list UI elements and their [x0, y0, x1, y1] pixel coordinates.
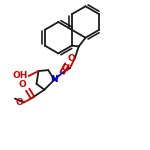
Text: O: O: [61, 64, 69, 73]
Text: O: O: [68, 54, 76, 63]
Text: O: O: [15, 98, 23, 107]
Text: OH: OH: [12, 72, 28, 81]
Text: N: N: [50, 75, 58, 84]
Text: O: O: [19, 80, 27, 89]
